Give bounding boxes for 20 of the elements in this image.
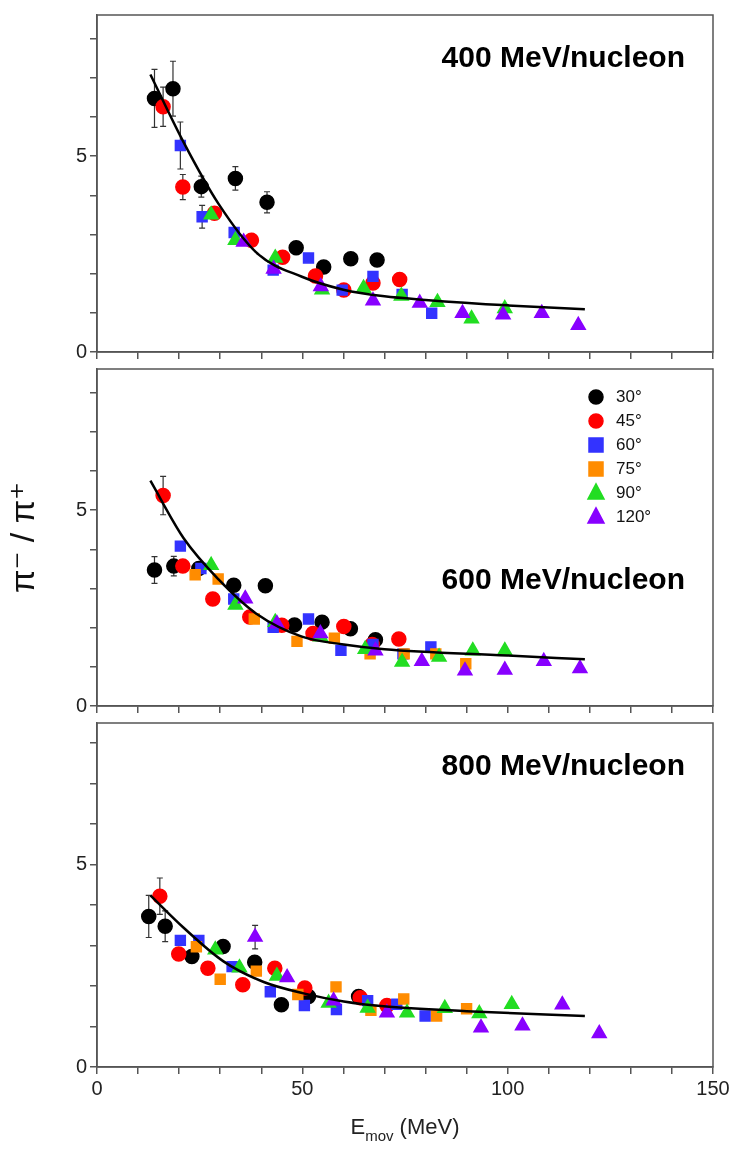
y-tick-label: 5: [75, 852, 87, 875]
y-axis-title: π⁻ / π⁺: [2, 481, 41, 594]
x-tick-label: 0: [91, 1076, 103, 1099]
y-tick-label: 5: [75, 143, 87, 166]
annotation: 600 MeV/nucleon: [441, 562, 685, 596]
y-tick-label: 5: [75, 497, 87, 520]
legend-label: 75°: [616, 458, 642, 478]
x-tick-label: 100: [490, 1076, 525, 1099]
annotation: 400 MeV/nucleon: [441, 40, 685, 74]
legend-label: 45°: [616, 410, 642, 430]
x-tick-label: 50: [291, 1076, 314, 1099]
legend-label: 90°: [616, 482, 642, 502]
y-tick-label: 0: [75, 1054, 87, 1077]
annotation: 800 MeV/nucleon: [441, 748, 685, 782]
y-tick-label: 0: [75, 693, 87, 716]
legend-label: 60°: [616, 434, 642, 454]
legend-label: 120°: [616, 506, 652, 526]
legend-label: 30°: [616, 386, 642, 406]
x-tick-label: 150: [696, 1076, 730, 1099]
y-tick-label: 0: [75, 339, 87, 362]
